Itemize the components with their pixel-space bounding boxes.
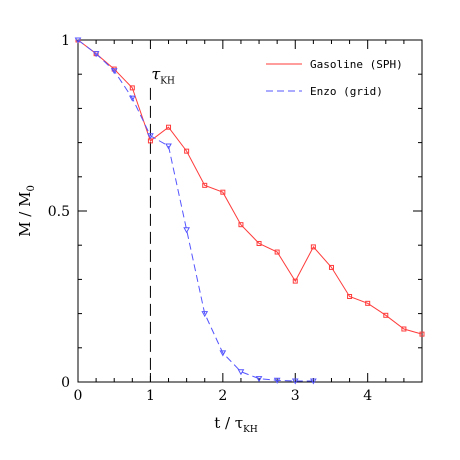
- data-point: [401, 326, 407, 332]
- y-tick-label: 1: [61, 33, 70, 49]
- data-point: [237, 369, 245, 376]
- data-point: [273, 377, 281, 384]
- data-point: [365, 300, 371, 306]
- annotation-layer: τKH: [149, 64, 175, 382]
- data-point: [128, 95, 136, 102]
- data-point: [202, 182, 208, 188]
- data-point: [220, 189, 226, 195]
- data-point: [74, 37, 82, 44]
- data-point: [184, 148, 190, 154]
- data-point: [201, 311, 209, 318]
- series-line: [77, 39, 423, 335]
- data-point: [92, 51, 100, 58]
- data-point: [383, 312, 389, 318]
- data-point: [183, 227, 190, 234]
- x-axis-title: t / τKH: [214, 414, 258, 435]
- data-point: [310, 244, 316, 250]
- legend-label: Enzo (grid): [310, 85, 383, 98]
- data-point: [291, 378, 299, 385]
- data-point: [256, 240, 262, 246]
- data-point: [347, 294, 353, 299]
- y-axis-title: M / M0: [16, 185, 37, 237]
- series-0: [75, 37, 425, 337]
- series-layer: [74, 37, 425, 385]
- axis-tick-labels: 0 1 2 3 4 0 0.5 1: [48, 33, 372, 404]
- y-axis-title-main: M / M: [16, 192, 34, 237]
- data-point: [165, 143, 172, 150]
- data-point: [292, 278, 298, 284]
- data-point: [274, 249, 280, 255]
- x-axis-title-sub: KH: [243, 425, 258, 435]
- tau-kh-label-sub: KH: [160, 76, 175, 86]
- data-point: [310, 378, 317, 385]
- y-axis-title-sub: 0: [26, 185, 37, 191]
- axis-ticks: [77, 39, 423, 383]
- x-tick-label: 0: [74, 388, 83, 404]
- series-1: [74, 37, 317, 385]
- data-point: [238, 222, 244, 228]
- x-tick-label: 1: [146, 388, 155, 404]
- x-axis-title-main: t / τ: [214, 414, 243, 432]
- tau-kh-label-main: τ: [151, 64, 161, 83]
- data-point: [419, 331, 425, 337]
- data-point: [328, 264, 334, 270]
- data-point: [110, 68, 118, 75]
- data-point: [166, 124, 172, 130]
- x-tick-label: 3: [291, 388, 300, 404]
- legend-label: Gasoline (SPH): [310, 58, 403, 71]
- series-line: [77, 39, 314, 382]
- data-point: [219, 350, 227, 357]
- data-point: [129, 85, 135, 91]
- data-point: [147, 133, 154, 140]
- y-tick-label: 0.5: [48, 204, 70, 220]
- y-tick-label: 0: [61, 375, 70, 391]
- tau-kh-label: τKH: [151, 64, 175, 86]
- x-tick-label: 4: [363, 388, 372, 404]
- data-point: [255, 376, 263, 383]
- x-tick-label: 2: [218, 388, 227, 404]
- legend: Gasoline (SPH) Enzo (grid): [266, 58, 403, 98]
